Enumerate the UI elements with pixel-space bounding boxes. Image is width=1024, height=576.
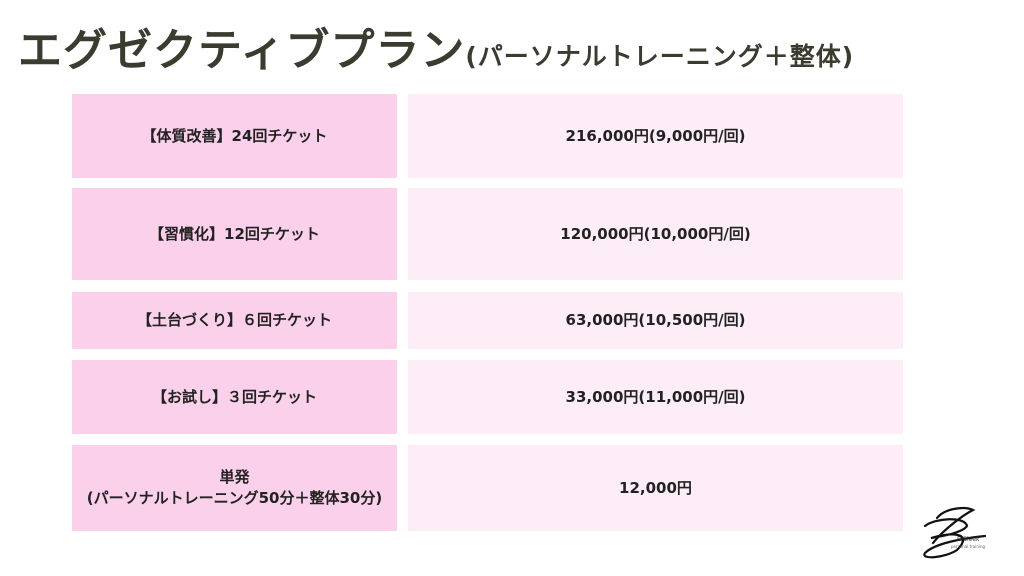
- plan-name: 【体質改善】24回チケット: [72, 94, 397, 178]
- logo-tagline: personal training: [951, 544, 986, 549]
- plan-name-text: 【お試し】３回チケット: [151, 387, 317, 406]
- plan-name: 【習慣化】12回チケット: [72, 188, 397, 280]
- plan-name-text: 【習慣化】12回チケット: [149, 224, 320, 243]
- plan-row: 【習慣化】12回チケット 120,000円(10,000円/回): [72, 188, 903, 280]
- plan-price-text: 216,000円(9,000円/回): [565, 126, 746, 145]
- plan-price: 33,000円(11,000円/回): [408, 360, 903, 434]
- plan-name: 単発 (パーソナルトレーニング50分＋整体30分): [72, 445, 397, 531]
- page-title: エグゼクティブプラン(パーソナルトレーニング＋整体): [18, 14, 854, 78]
- logo-name: B/Sleek: [957, 536, 980, 543]
- plan-name-text: 単発: [219, 468, 250, 486]
- plan-name-text: 【土台づくり】６回チケット: [136, 311, 332, 329]
- brand-logo: B/Sleek personal training: [915, 498, 1015, 568]
- plan-name-text: 【体質改善】24回チケット: [141, 126, 328, 145]
- plan-row: 単発 (パーソナルトレーニング50分＋整体30分) 12,000円: [72, 445, 903, 531]
- plan-row: 【体質改善】24回チケット 216,000円(9,000円/回): [72, 94, 903, 178]
- plan-row: 【土台づくり】６回チケット 63,000円(10,500円/回): [72, 292, 903, 349]
- plan-row: 【お試し】３回チケット 33,000円(11,000円/回): [72, 360, 903, 434]
- plan-price: 216,000円(9,000円/回): [408, 94, 903, 178]
- plan-name: 【お試し】３回チケット: [72, 360, 397, 434]
- plan-price-text: 12,000円: [619, 478, 692, 497]
- plan-price-text: 63,000円(10,500円/回): [565, 311, 746, 329]
- signature-b-icon: [923, 507, 987, 559]
- title-sub: (パーソナルトレーニング＋整体): [465, 42, 855, 71]
- plan-price-text: 120,000円(10,000円/回): [560, 224, 751, 243]
- plan-name: 【土台づくり】６回チケット: [72, 292, 397, 349]
- plan-note-text: (パーソナルトレーニング50分＋整体30分): [86, 489, 383, 507]
- plan-price: 120,000円(10,000円/回): [408, 188, 903, 280]
- plan-price: 12,000円: [408, 445, 903, 531]
- title-main: エグゼクティブプラン: [18, 25, 466, 76]
- plan-price: 63,000円(10,500円/回): [408, 292, 903, 349]
- plan-price-text: 33,000円(11,000円/回): [565, 387, 746, 406]
